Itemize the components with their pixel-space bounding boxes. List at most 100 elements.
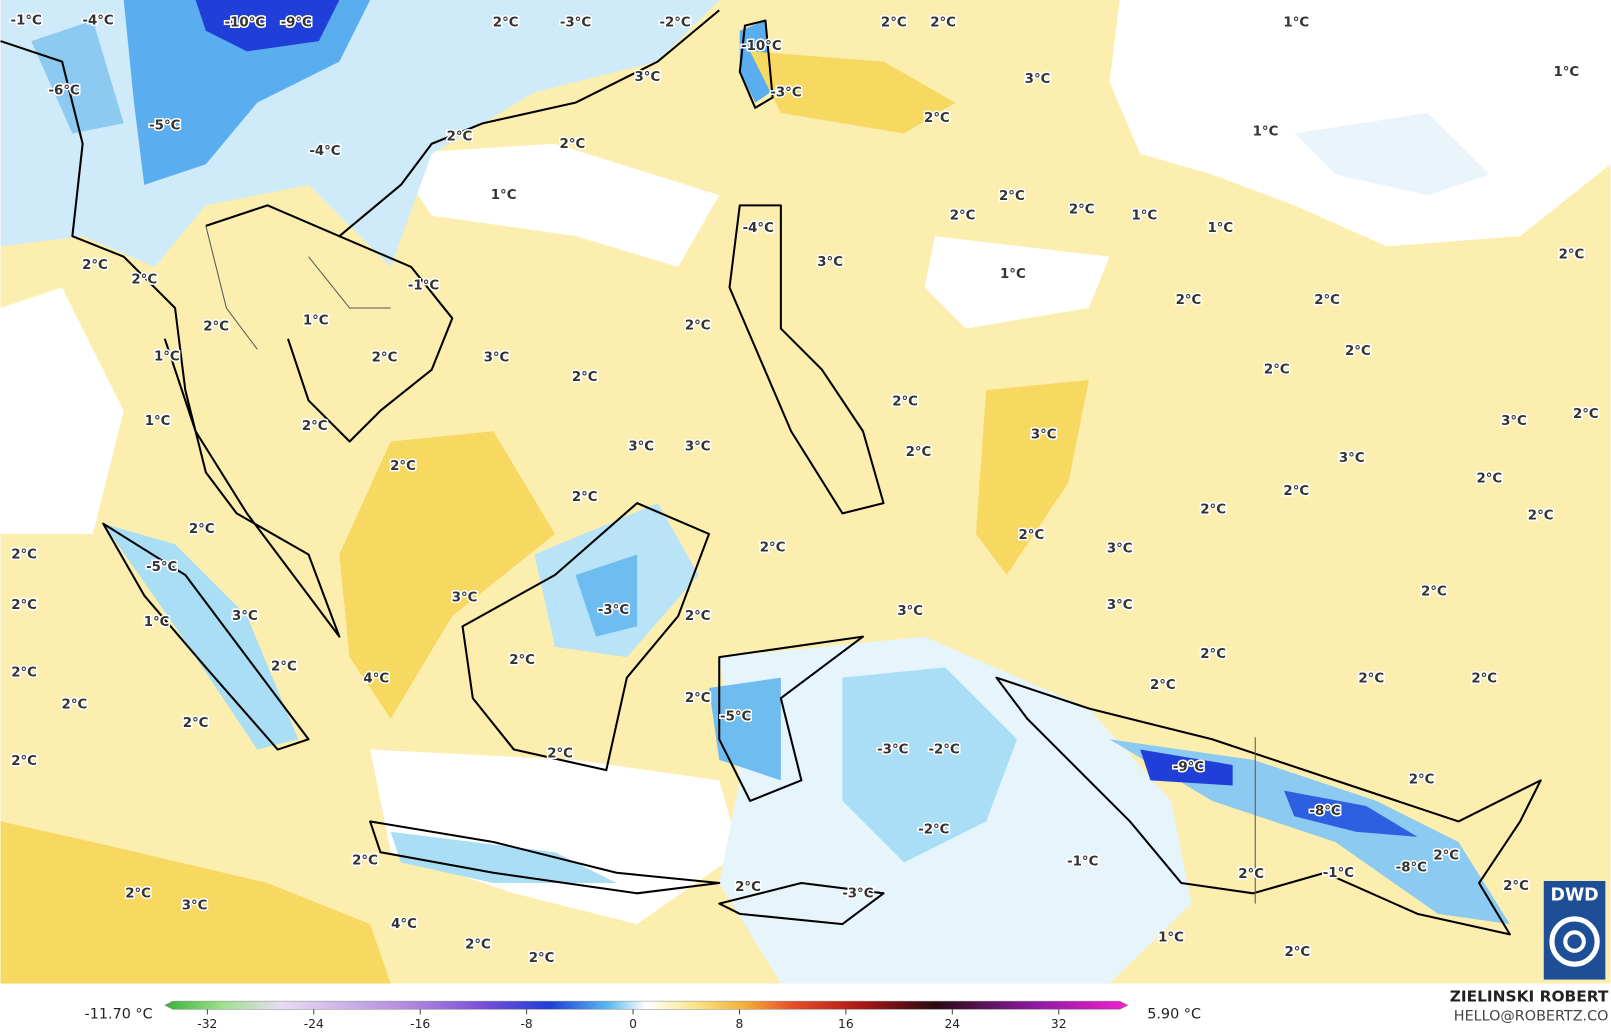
coastline: [205, 9, 720, 238]
coastline: [369, 820, 721, 895]
temperature-label: 2°C: [465, 938, 491, 953]
temperature-label: 2°C: [1176, 293, 1202, 308]
temperature-label: 3°C: [817, 255, 843, 270]
light-blue-area: [103, 523, 299, 750]
coastline: [718, 635, 865, 802]
temperature-label: 2°C: [493, 16, 519, 31]
temperature-label: 2°C: [302, 419, 328, 434]
temperature-label: 2°C: [352, 853, 378, 868]
temperature-label: -10°C: [225, 16, 266, 31]
temperature-label: 2°C: [760, 540, 786, 555]
temperature-label: 1°C: [154, 349, 180, 364]
temperature-label: 2°C: [924, 111, 950, 126]
credit-name: ZIELINSKI ROBERT: [1450, 988, 1609, 1006]
temperature-label: 3°C: [1107, 541, 1133, 556]
temperature-label: 2°C: [1264, 363, 1290, 378]
temperature-label: -5°C: [720, 710, 751, 725]
temperature-label: 2°C: [572, 490, 598, 505]
temperature-label: 1°C: [303, 313, 329, 328]
temperature-label: 2°C: [11, 598, 37, 613]
coastline: [728, 204, 885, 515]
temperature-label: 3°C: [1107, 598, 1133, 613]
temperature-label: -4°C: [309, 144, 340, 159]
temperature-label: 2°C: [735, 880, 761, 895]
coastline: [738, 19, 774, 109]
temperature-label: 2°C: [950, 209, 976, 224]
temperature-label: -1°C: [11, 14, 42, 29]
temperature-label: -2°C: [928, 743, 959, 758]
temperature-label: -6°C: [49, 83, 80, 98]
warm-area: [975, 379, 1089, 575]
temperature-label: 3°C: [452, 591, 478, 606]
temperature-label: 2°C: [1471, 672, 1497, 687]
temperature-label: 2°C: [1284, 945, 1310, 960]
temperature-label: 2°C: [1573, 407, 1599, 422]
light-blue-area: [842, 667, 1018, 863]
temperature-label: 2°C: [1283, 484, 1309, 499]
pale-area: [1294, 112, 1490, 196]
temperature-label: -1°C: [408, 278, 439, 293]
warm-area: [0, 821, 391, 984]
temperature-label: 2°C: [685, 318, 711, 333]
colorbar-max: 5.90 °C: [1147, 1006, 1201, 1022]
coastline: [718, 882, 885, 926]
temperature-label: 2°C: [372, 350, 398, 365]
colorbar-tick-label: 24: [944, 1017, 960, 1031]
temperature-label: -8°C: [1396, 861, 1427, 876]
temperature-label: -4°C: [743, 221, 774, 236]
colorbar-tick-label: 0: [629, 1017, 637, 1031]
temperature-label: -9°C: [281, 16, 312, 31]
coastlines: [0, 9, 1542, 936]
temperature-label: 4°C: [391, 917, 417, 932]
map-field: [0, 0, 1611, 984]
temperature-label: -10°C: [741, 39, 782, 54]
colorbar-tick-label: 16: [838, 1017, 854, 1031]
temperature-label: 2°C: [1200, 502, 1226, 517]
temperature-label: -2°C: [918, 823, 949, 838]
temperature-label: -1°C: [1067, 854, 1098, 869]
temperature-label: -3°C: [560, 16, 591, 31]
temperature-label: 4°C: [363, 672, 389, 687]
temperature-label: 1°C: [1253, 124, 1279, 139]
temperature-label: 2°C: [1503, 879, 1529, 894]
temperature-label: 2°C: [125, 886, 151, 901]
temperature-label: 2°C: [1421, 584, 1447, 599]
temperature-label: 2°C: [203, 320, 229, 335]
coastline: [995, 676, 1542, 936]
temperature-label: 3°C: [1501, 414, 1527, 429]
temperature-label: 3°C: [1339, 451, 1365, 466]
temperature-label: 2°C: [1559, 248, 1585, 263]
temperature-label: 2°C: [509, 653, 535, 668]
temperature-label: 2°C: [131, 272, 157, 287]
temperature-label: 1°C: [491, 188, 517, 203]
temperature-label: 2°C: [572, 370, 598, 385]
temperature-label: -9°C: [1173, 760, 1204, 775]
warm-area: [339, 431, 555, 719]
temperature-label: 2°C: [1069, 202, 1095, 217]
temperature-label: 2°C: [1476, 471, 1502, 486]
coastline: [0, 40, 341, 638]
temperature-label: 1°C: [1158, 930, 1184, 945]
temperature-label: -8°C: [1309, 804, 1340, 819]
temperature-label: 2°C: [1528, 508, 1554, 523]
temperature-label: 2°C: [906, 445, 932, 460]
temperature-label: 3°C: [1031, 427, 1057, 442]
temperature-label: 2°C: [62, 697, 88, 712]
temperature-label: 2°C: [82, 258, 108, 273]
colorbar: [164, 1000, 1129, 1010]
border: [205, 225, 391, 350]
temperature-label: 3°C: [685, 440, 711, 455]
temperature-label: -1°C: [1323, 866, 1354, 881]
temperature-label: 1°C: [1131, 209, 1157, 224]
coastline: [461, 502, 711, 772]
temperature-label: 2°C: [529, 951, 555, 966]
temperature-label: 2°C: [930, 16, 956, 31]
temperature-label: 2°C: [1150, 678, 1176, 693]
temperature-label: 2°C: [999, 189, 1025, 204]
temperature-label: 2°C: [1345, 344, 1371, 359]
temperature-label: 2°C: [1019, 528, 1045, 543]
white-area: [370, 749, 740, 925]
warm-area: [750, 51, 956, 134]
white-area: [924, 236, 1110, 329]
